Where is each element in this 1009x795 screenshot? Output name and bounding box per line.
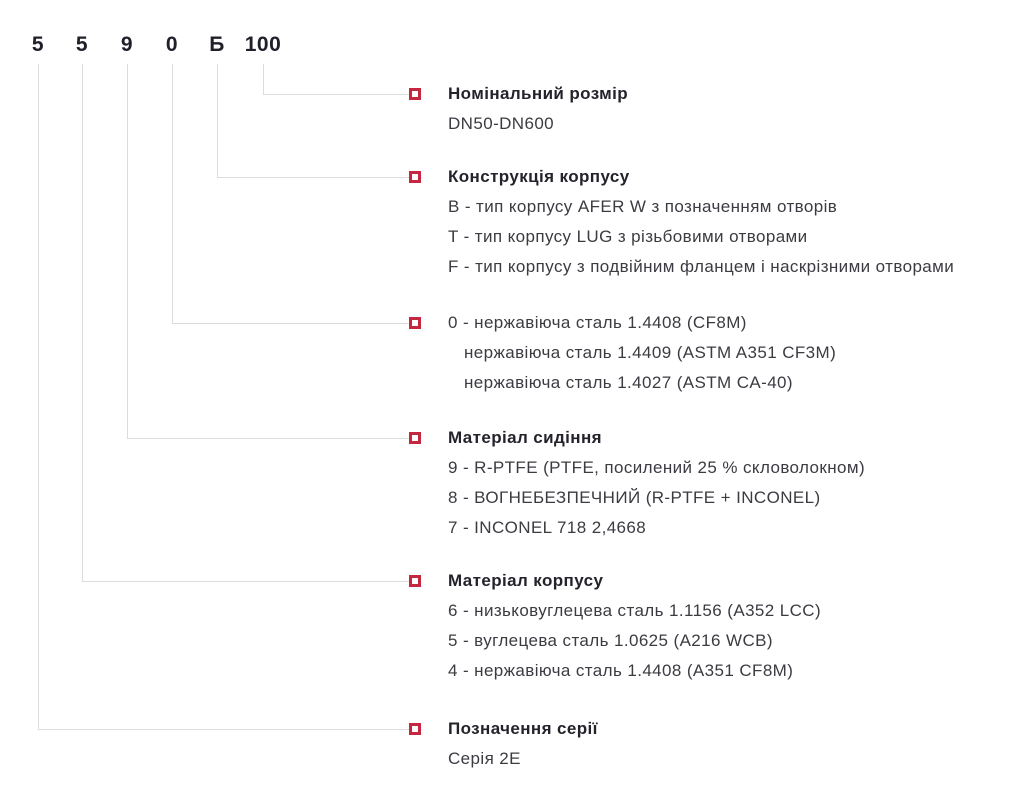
section-steel-grade: 0 - нержавіюча сталь 1.4408 (CF8M) нержа…	[448, 308, 836, 398]
section-series: Позначення серії Серія 2Е	[448, 714, 598, 774]
section-marker-icon	[409, 575, 421, 587]
connector-steel-grade	[172, 64, 409, 324]
section-marker-icon	[409, 723, 421, 735]
section-line: DN50-DN600	[448, 114, 555, 133]
section-body-design: Конструкція корпусу B - тип корпусу AFER…	[448, 162, 954, 282]
section-marker-icon	[409, 88, 421, 100]
section-line: 9 - R-PTFE (PTFE, посилений 25 % скловол…	[448, 458, 866, 477]
section-line: 4 - нержавіюча сталь 1.4408 (A351 CF8M)	[448, 661, 794, 680]
section-marker-icon	[409, 432, 421, 444]
section-body-material: Матеріал корпусу 6 - низьковуглецева ста…	[448, 566, 821, 686]
code-char-steel-grade: 0	[165, 33, 179, 56]
connector-body-material	[82, 64, 409, 582]
section-heading: Конструкція корпусу	[448, 167, 630, 186]
connector-seat-material	[127, 64, 409, 439]
code-char-series: 5	[31, 33, 45, 56]
section-heading: Матеріал корпусу	[448, 571, 604, 590]
connector-body-design	[217, 64, 409, 178]
section-marker-icon	[409, 317, 421, 329]
section-line: нержавіюча сталь 1.4027 (ASTM CA-40)	[464, 373, 793, 392]
section-line: T - тип корпусу LUG з різьбовими отворам…	[448, 227, 808, 246]
section-line: нержавіюча сталь 1.4409 (ASTM A351 CF3M)	[464, 343, 837, 362]
section-line: 5 - вуглецева сталь 1.0625 (A216 WCB)	[448, 631, 773, 650]
section-line: 6 - низьковуглецева сталь 1.1156 (A352 L…	[448, 601, 822, 620]
section-line: 8 - ВОГНЕБЕЗПЕЧНИЙ (R-PTFE + INCONEL)	[448, 488, 821, 507]
section-line: 0 - нержавіюча сталь 1.4408 (CF8M)	[448, 313, 747, 332]
code-char-body-design: Б	[209, 33, 225, 56]
connector-series	[38, 64, 409, 730]
section-marker-icon	[409, 171, 421, 183]
section-heading: Номінальний розмір	[448, 84, 629, 103]
section-heading: Матеріал сидіння	[448, 428, 602, 447]
section-seat-material: Матеріал сидіння 9 - R-PTFE (PTFE, посил…	[448, 423, 865, 543]
section-line: Серія 2Е	[448, 749, 521, 768]
section-line: F - тип корпусу з подвійним фланцем і на…	[448, 257, 955, 276]
section-line: B - тип корпусу AFER W з позначенням отв…	[448, 197, 838, 216]
code-char-seat-material: 9	[120, 33, 134, 56]
section-nominal-size: Номінальний розмір DN50-DN600	[448, 79, 628, 139]
connector-nominal-size	[263, 64, 409, 95]
code-char-body-material: 5	[75, 33, 89, 56]
code-char-nominal-size: 100	[244, 33, 282, 56]
section-heading: Позначення серії	[448, 719, 598, 738]
section-line: 7 - INCONEL 718 2,4668	[448, 518, 647, 537]
